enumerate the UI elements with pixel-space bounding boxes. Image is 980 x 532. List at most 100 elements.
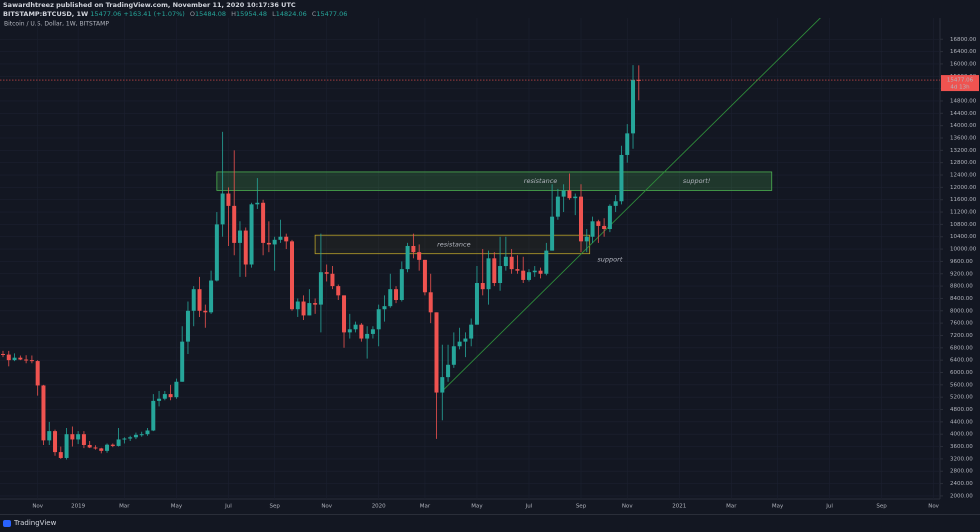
candle-body (480, 283, 485, 290)
footer: TradingView (0, 514, 980, 532)
x-tick-label: Jul (525, 504, 533, 510)
x-tick-label: May (772, 504, 784, 510)
candle-body (544, 250, 549, 274)
candle-body (347, 329, 352, 333)
candle-body (6, 354, 11, 361)
candle-body (249, 204, 254, 265)
ohlc-value: 14824.06 (275, 10, 307, 18)
y-tick-label: 9600.00 (950, 259, 973, 265)
candle-body (47, 431, 52, 441)
chart-title: Bitcoin / U.S. Dollar, 1W, BITSTAMP (4, 21, 109, 28)
candle-body (180, 341, 185, 382)
candle-body (469, 324, 474, 339)
candle-body (29, 360, 34, 362)
candle-body (434, 312, 439, 393)
candle-body (151, 400, 156, 431)
candle-body (561, 190, 566, 197)
y-tick-label: 14400.00 (950, 111, 977, 117)
ohlc-label: O (189, 10, 196, 18)
candle-body (203, 310, 208, 313)
y-tick-label: 2000.00 (950, 493, 973, 499)
candle-body (290, 241, 294, 310)
candle-body (35, 361, 40, 386)
y-tick-label: 6400.00 (950, 358, 973, 364)
candle-body (492, 258, 497, 284)
y-tick-label: 13200.00 (950, 148, 977, 154)
change: +163.41 (+1.07%) (123, 10, 185, 18)
candle-body (509, 256, 514, 270)
candle-body (99, 448, 104, 451)
x-tick-label: Sep (876, 504, 887, 510)
zone (216, 171, 773, 191)
x-tick-label: May (471, 504, 483, 510)
candle-body (220, 193, 225, 225)
ohlc-label: H (231, 10, 237, 18)
y-tick-label: 4000.00 (950, 432, 973, 438)
plot-area: resistance support! resistance support (0, 18, 940, 499)
candle-body (405, 245, 410, 270)
ohlc-value: 15954.48 (236, 10, 268, 18)
y-tick-label: 7200.00 (950, 333, 973, 339)
candle-body (457, 341, 462, 347)
candle-body (255, 202, 260, 205)
candle-body (133, 434, 138, 438)
x-tick-label: Jul (825, 504, 833, 510)
y-tick-label: 14000.00 (950, 123, 977, 129)
candle-body (440, 377, 445, 393)
zone-label: resistance (437, 240, 470, 248)
candle-body (365, 333, 370, 339)
y-tick-label: 14800.00 (950, 98, 977, 104)
ohlc-value: 15477.06 (316, 10, 348, 18)
y-tick-label: 10800.00 (950, 222, 977, 228)
candle-body (353, 324, 358, 330)
candle-body (526, 272, 531, 280)
candle-body (41, 385, 46, 441)
candle-body (64, 434, 69, 458)
candle-body (359, 324, 364, 339)
candle-body (625, 133, 630, 155)
x-tick-label: Sep (576, 504, 587, 510)
y-tick-label: 12400.00 (950, 173, 977, 179)
candle-body (417, 252, 422, 260)
candle-body (87, 445, 92, 448)
candle-body (596, 221, 601, 226)
x-tick-label: 2020 (372, 504, 386, 510)
trendline (441, 18, 821, 392)
y-tick-label: 8400.00 (950, 296, 973, 302)
x-tick-label: Sep (269, 504, 280, 510)
zone-label: support! (683, 177, 711, 185)
y-tick-label: 10000.00 (950, 247, 977, 253)
candle-body (376, 309, 381, 330)
candle-body (145, 430, 150, 435)
y-tick-label: 2800.00 (950, 469, 973, 475)
candle-body (1, 353, 5, 355)
y-tick-label: 8800.00 (950, 284, 973, 290)
ohlc-label: L (272, 10, 276, 18)
x-tick-label: Nov (321, 504, 332, 510)
y-tick-label: 11600.00 (950, 197, 977, 203)
x-tick-label: Nov (928, 504, 939, 510)
candle-body (428, 292, 433, 313)
candle-body (295, 301, 300, 310)
candle-body (162, 394, 167, 399)
candle-body (18, 357, 23, 360)
candle-body (307, 303, 312, 316)
y-tick-label: 9200.00 (950, 271, 973, 277)
chart: Bitcoin / U.S. Dollar, 1W, BITSTAMP resi… (0, 18, 979, 510)
candle-body (451, 346, 456, 365)
candle-body (590, 221, 595, 237)
candle-body (342, 295, 347, 333)
candle-body (191, 289, 196, 311)
candle-body (24, 359, 29, 361)
publisher: Sawardhtreez published on TradingView.co… (3, 1, 296, 9)
candle-body (388, 289, 393, 307)
symbol: BITSTAMP:BTCUSD, 1W (3, 10, 89, 18)
zone-label: resistance (524, 177, 557, 185)
y-tick-label: 5600.00 (950, 382, 973, 388)
candle-body (266, 242, 271, 245)
candle-body (116, 439, 121, 446)
y-tick-label: 13600.00 (950, 135, 977, 141)
candle-body (168, 394, 173, 398)
candle-body (330, 273, 335, 287)
